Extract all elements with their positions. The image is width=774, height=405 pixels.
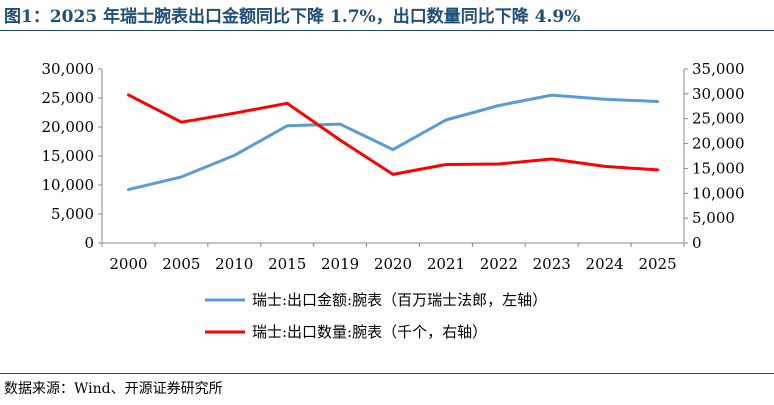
x-tick-label: 2021 (427, 255, 465, 273)
y-left-tick-label: 15,000 (42, 147, 95, 165)
y-right-tick-label: 5,000 (692, 209, 735, 227)
y-left-tick-label: 25,000 (42, 89, 95, 107)
x-tick-label: 2019 (321, 255, 359, 273)
x-tick-label: 2015 (268, 255, 306, 273)
legend-label-1: 瑞士:出口金额:腕表（百万瑞士法郎，左轴） (252, 291, 547, 309)
x-tick-label: 2005 (162, 255, 200, 273)
y-right-tick-label: 20,000 (692, 135, 745, 153)
y-right-tick-label: 30,000 (692, 85, 745, 103)
x-tick-label: 2020 (374, 255, 412, 273)
x-tick-label: 2024 (586, 255, 624, 273)
chart: 0 5,000 10,000 15,000 20,000 25,000 30,000 0 5,0… (42, 60, 745, 341)
x-tick-label: 2010 (215, 255, 253, 273)
x-tick-label: 2022 (480, 255, 518, 273)
source-note: 数据来源：Wind、开源证券研究所 (4, 381, 223, 397)
y-left-tick-label: 20,000 (42, 118, 95, 136)
x-tick-label: 2000 (109, 255, 147, 273)
y-right-tick-label: 35,000 (692, 60, 745, 78)
series-line-2 (127, 93, 659, 176)
series-layer (127, 93, 659, 192)
y-right-tick-label: 0 (692, 234, 702, 252)
y-right-tick-label: 10,000 (692, 184, 745, 202)
axes: 0 5,000 10,000 15,000 20,000 25,000 30,000 0 5,0… (42, 60, 745, 273)
y-left-tick-label: 30,000 (42, 60, 95, 78)
legend: 瑞士:出口金额:腕表（百万瑞士法郎，左轴） 瑞士:出口数量:腕表（千个，右轴） (205, 291, 547, 341)
footer-divider (0, 373, 774, 374)
x-tick-label: 2025 (638, 255, 676, 273)
y-right-tick-label: 15,000 (692, 159, 745, 177)
y-right-tick-label: 25,000 (692, 110, 745, 128)
x-tick-label: 2023 (533, 255, 571, 273)
title-divider (0, 30, 774, 31)
chart-title: 图1：2025 年瑞士腕表出口金额同比下降 1.7%，出口数量同比下降 4.9% (4, 7, 581, 27)
legend-label-2: 瑞士:出口数量:腕表（千个，右轴） (252, 323, 487, 341)
y-left-tick-label: 5,000 (51, 205, 94, 223)
y-left-tick-label: 10,000 (42, 176, 95, 194)
y-left-tick-label: 0 (84, 234, 94, 252)
